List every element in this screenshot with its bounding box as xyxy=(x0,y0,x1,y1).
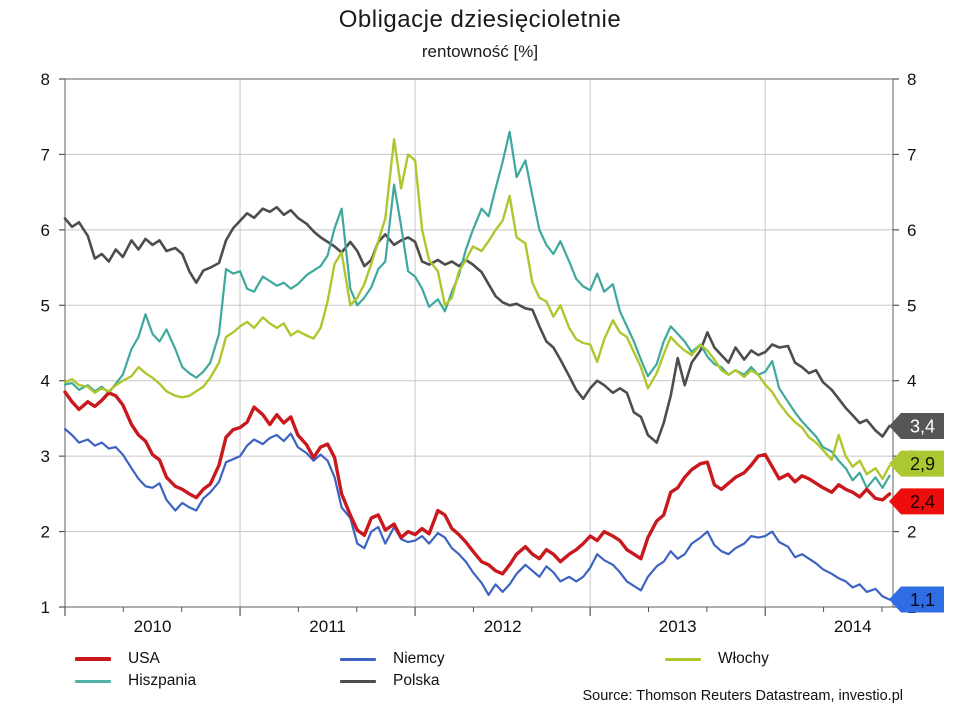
legend-item-hiszpania: Hiszpania xyxy=(75,671,196,691)
left-axis-label: 2 xyxy=(41,523,50,542)
end-arrow-usa xyxy=(889,488,944,515)
legend-label-niemcy: Niemcy xyxy=(393,650,445,667)
left-axis-label: 7 xyxy=(41,145,50,164)
left-axis-label: 5 xyxy=(41,296,50,315)
legend-item-polska: Polska xyxy=(340,671,440,691)
left-axis-label: 1 xyxy=(41,598,50,617)
series-line-hiszpania xyxy=(63,130,891,489)
year-label: 2013 xyxy=(659,617,697,636)
source-attribution: Source: Thomson Reuters Datastream, inve… xyxy=(582,688,904,704)
legend-item-wlochy: Włochy xyxy=(665,649,769,669)
legend-label-polska: Polska xyxy=(393,672,440,689)
end-arrow-value-usa: 2,4 xyxy=(910,492,935,512)
year-label: 2010 xyxy=(134,617,172,636)
end-arrow-value-niemcy: 1,1 xyxy=(910,590,935,610)
left-axis-label: 3 xyxy=(41,447,50,466)
series-line-polska xyxy=(63,205,891,444)
niemcy-line-swatch xyxy=(340,657,376,661)
series-line-usa xyxy=(63,390,892,576)
wlochy-line-swatch xyxy=(665,657,701,661)
end-arrow-włochy xyxy=(889,450,944,477)
chart-title: Obligacje dziesięcioletnie xyxy=(338,6,622,33)
right-axis-label: 4 xyxy=(907,372,916,391)
legend-label-wlochy: Włochy xyxy=(718,650,769,667)
legend-label-hiszpania: Hiszpania xyxy=(128,672,197,689)
usa-line-swatch xyxy=(75,657,111,661)
legend-item-usa: USA xyxy=(75,649,160,669)
right-axis-label: 5 xyxy=(907,296,916,315)
year-label: 2014 xyxy=(834,617,872,636)
left-axis-label: 6 xyxy=(41,221,50,240)
hiszpania-line-swatch xyxy=(75,679,111,683)
year-label: 2011 xyxy=(309,617,346,636)
polska-line-swatch xyxy=(340,679,376,683)
left-axis-label: 8 xyxy=(41,70,50,89)
right-axis-label: 6 xyxy=(907,221,916,240)
end-arrow-value-włochy: 2,9 xyxy=(910,454,935,474)
series-line-niemcy xyxy=(63,427,891,601)
right-axis-label: 2 xyxy=(907,523,916,542)
end-arrow-polska xyxy=(889,412,944,439)
right-axis-label: 8 xyxy=(907,70,916,89)
end-arrow-value-polska: 3,4 xyxy=(910,416,935,436)
right-axis-label: 7 xyxy=(907,145,916,164)
end-arrow-niemcy xyxy=(889,586,944,613)
series-line-włochy xyxy=(63,138,891,480)
legend-label-usa: USA xyxy=(128,650,160,667)
plot-frame xyxy=(64,78,894,608)
year-label: 2012 xyxy=(484,617,522,636)
left-axis-label: 4 xyxy=(41,372,50,391)
legend-item-niemcy: Niemcy xyxy=(340,649,445,669)
chart-subtitle: rentowność [%] xyxy=(421,42,539,61)
